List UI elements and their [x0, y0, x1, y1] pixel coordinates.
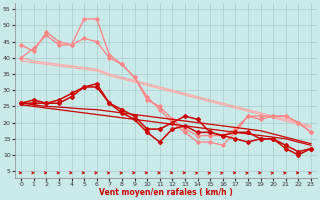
X-axis label: Vent moyen/en rafales ( km/h ): Vent moyen/en rafales ( km/h ) — [99, 188, 233, 197]
